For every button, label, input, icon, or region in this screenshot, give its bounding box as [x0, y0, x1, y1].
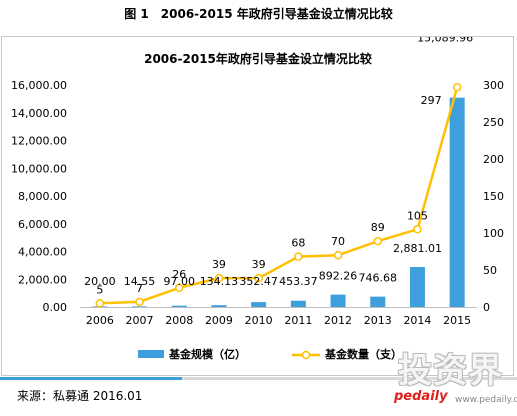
x-tick-label: 2010	[245, 314, 273, 327]
bar-2012	[330, 294, 346, 307]
count-value-label: 7	[136, 282, 143, 295]
bar-value-label: 97.00	[164, 275, 196, 288]
x-tick-label: 2006	[86, 314, 114, 327]
y-left-tick-label: 4,000.00	[18, 246, 67, 259]
x-tick-label: 2009	[205, 314, 233, 327]
source-note: 来源：私募通 2016.01	[17, 389, 143, 403]
y-left-tick-label: 12,000.00	[11, 135, 67, 148]
bar-2007	[132, 306, 148, 307]
y-right-tick-label: 0	[483, 301, 490, 314]
bar-2008	[171, 305, 187, 307]
chart-legend: 基金规模（亿） 基金数量（支）	[138, 347, 402, 361]
bar-value-label: 746.68	[359, 272, 398, 285]
bar-value-label: 20.00	[84, 275, 116, 288]
y-right-tick-label: 50	[483, 264, 497, 277]
bar-value-label: 14.55	[124, 275, 156, 288]
bar-2013	[370, 296, 386, 307]
bar-2011	[290, 300, 306, 307]
watermark-logo: 投资界	[398, 351, 503, 391]
chart-frame: 2006-2015年政府引导基金设立情况比较 2006 2007 2008 2009 2…	[1, 36, 514, 376]
count-value-label: 26	[172, 268, 186, 281]
bar-2010	[251, 302, 267, 307]
chart-title: 2006-2015年政府引导基金设立情况比较	[144, 51, 372, 66]
legend-line-marker	[301, 350, 311, 360]
bar-value-label: 2,881.01	[393, 242, 442, 255]
count-point-2008	[175, 283, 184, 293]
count-value-label: 5	[96, 283, 103, 296]
y-right-tick-label: 300	[483, 79, 504, 92]
bars-layer	[92, 97, 465, 307]
y-left-tick-label: 0.00	[43, 301, 68, 314]
x-tick-label: 2007	[126, 314, 154, 327]
count-point-2010	[254, 273, 263, 283]
bar-2015	[449, 97, 465, 307]
y-right-tick-label: 100	[483, 227, 504, 240]
y-left-tick-label: 10,000.00	[11, 162, 67, 175]
source-divider	[182, 377, 517, 380]
count-value-label: 89	[371, 221, 385, 234]
count-point-2011	[294, 252, 303, 261]
axes-layer: 2006 2007 2008 2009 2010 2011 2012 2013 2014 2015…	[11, 79, 504, 327]
bar-2009	[211, 305, 227, 307]
count-value-label: 70	[331, 235, 345, 248]
bar-2014	[409, 267, 425, 307]
count-point-2009	[214, 273, 224, 283]
count-value-label: 297	[421, 94, 442, 107]
y-left-tick-label: 14,000.00	[11, 107, 67, 120]
watermark-brand: pedaily	[394, 389, 448, 404]
count-point-2012	[333, 250, 343, 260]
y-right-tick-label: 250	[483, 116, 504, 129]
count-point-2013	[373, 236, 382, 246]
bar-value-label: 892.26	[319, 270, 358, 283]
source-divider-accent	[0, 377, 182, 380]
bar-value-label: 453.37	[279, 275, 318, 288]
y-left-tick-label: 16,000.00	[11, 79, 67, 92]
legend-bar-label: 基金规模（亿）	[168, 347, 246, 361]
x-tick-label: 2013	[364, 314, 392, 327]
count-value-label: 105	[407, 209, 428, 222]
chart-svg: 2006-2015年政府引导基金设立情况比较 2006 2007 2008 2009 2…	[11, 37, 504, 361]
y-left-tick-label: 2,000.00	[18, 273, 67, 286]
legend-bar-swatch	[138, 350, 164, 358]
x-tick-label: 2015	[443, 314, 471, 327]
x-tick-label: 2014	[403, 314, 431, 327]
y-left-tick-label: 8,000.00	[18, 190, 67, 203]
labels-layer: 20.00 14.55 97.00 134.13 352.47 453.37 892.26 7…	[84, 37, 473, 296]
figure-caption: 图 1 2006-2015 年政府引导基金设立情况比较	[124, 7, 393, 21]
y-right-tick-label: 200	[483, 153, 504, 166]
x-tick-label: 2008	[165, 314, 193, 327]
y-left-tick-label: 6,000.00	[18, 218, 67, 231]
count-point-2006	[95, 299, 105, 308]
count-value-label: 39	[212, 258, 226, 271]
count-value-label: 39	[252, 258, 266, 271]
x-tick-label: 2011	[284, 314, 312, 327]
count-point-2014	[413, 225, 422, 234]
count-point-2015	[452, 82, 462, 92]
legend-line-label: 基金数量（支）	[324, 347, 402, 361]
watermark-url: www.pedaily.cn	[455, 395, 517, 405]
bar-value-label: 15,089.96	[417, 37, 473, 45]
count-point-2007	[135, 297, 144, 307]
count-value-label: 68	[291, 237, 305, 250]
line-layer	[95, 82, 462, 308]
bar-value-label: 134.13	[200, 275, 239, 288]
x-tick-label: 2012	[324, 314, 352, 327]
count-line	[99, 86, 459, 305]
y-right-tick-label: 150	[483, 190, 504, 203]
bar-value-label: 352.47	[239, 275, 278, 288]
